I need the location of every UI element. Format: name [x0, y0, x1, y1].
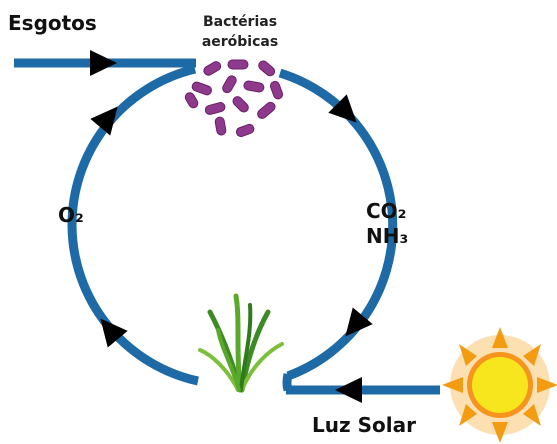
sun — [442, 327, 557, 443]
arrow — [345, 307, 373, 337]
arrow — [328, 94, 357, 123]
arrow — [335, 377, 362, 403]
sunlight-label: Luz Solar — [312, 413, 416, 437]
arrows — [90, 50, 373, 403]
bacteria — [184, 59, 284, 138]
arrow — [90, 50, 117, 76]
bacteria-label: aeróbicas — [202, 34, 278, 50]
nh3-label: NH₃ — [366, 224, 408, 248]
left-arc — [67, 64, 199, 386]
sun-joint — [282, 373, 293, 392]
bacteria-label: Bactérias — [203, 14, 277, 30]
arrow — [90, 106, 118, 136]
oxygen-label: O₂ — [58, 203, 84, 227]
co2-label: CO₂ — [366, 199, 406, 223]
input-label: Esgotos — [8, 11, 97, 35]
plant — [198, 293, 284, 393]
arrow — [100, 318, 128, 348]
right-arc — [278, 68, 398, 381]
